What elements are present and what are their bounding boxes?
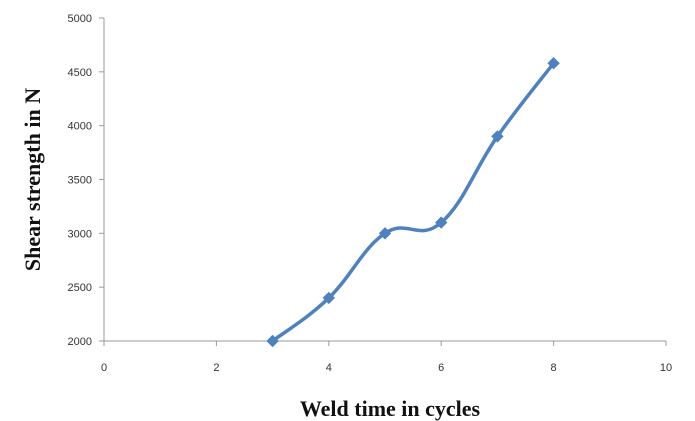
- data-point-marker: [378, 227, 392, 240]
- y-tick-label: 5000: [68, 13, 92, 25]
- y-tick-label: 4500: [68, 67, 92, 79]
- x-tick-label: 2: [213, 362, 219, 374]
- y-tick-label: 4000: [68, 121, 92, 133]
- data-point-marker: [434, 216, 448, 229]
- y-axis-title: Shear strength in N: [20, 88, 45, 271]
- data-point-marker: [266, 334, 279, 348]
- series-line: [270, 61, 556, 343]
- y-tick-label: 2500: [68, 282, 92, 294]
- x-tick-label: 4: [326, 362, 332, 374]
- x-tick-label: 6: [438, 362, 444, 374]
- data-point-marker: [322, 291, 336, 305]
- y-tick-label: 3500: [68, 175, 92, 187]
- axes: [103, 18, 666, 342]
- x-tick-label: 0: [101, 362, 107, 374]
- x-tick-label: 10: [660, 362, 672, 374]
- y-tick-label: 3000: [68, 228, 92, 240]
- data-point-marker: [547, 57, 560, 70]
- series-layer: [266, 57, 560, 348]
- x-tick-label: 8: [551, 362, 557, 374]
- y-axis-ticks: 2000 2500 3000 3500 4000 4500 5000: [68, 13, 104, 348]
- data-point-marker: [491, 130, 504, 143]
- y-tick-label: 2000: [68, 336, 92, 348]
- x-axis-title: Weld time in cycles: [300, 396, 481, 421]
- x-axis-ticks: 0 2 4 6 8 10: [101, 341, 672, 374]
